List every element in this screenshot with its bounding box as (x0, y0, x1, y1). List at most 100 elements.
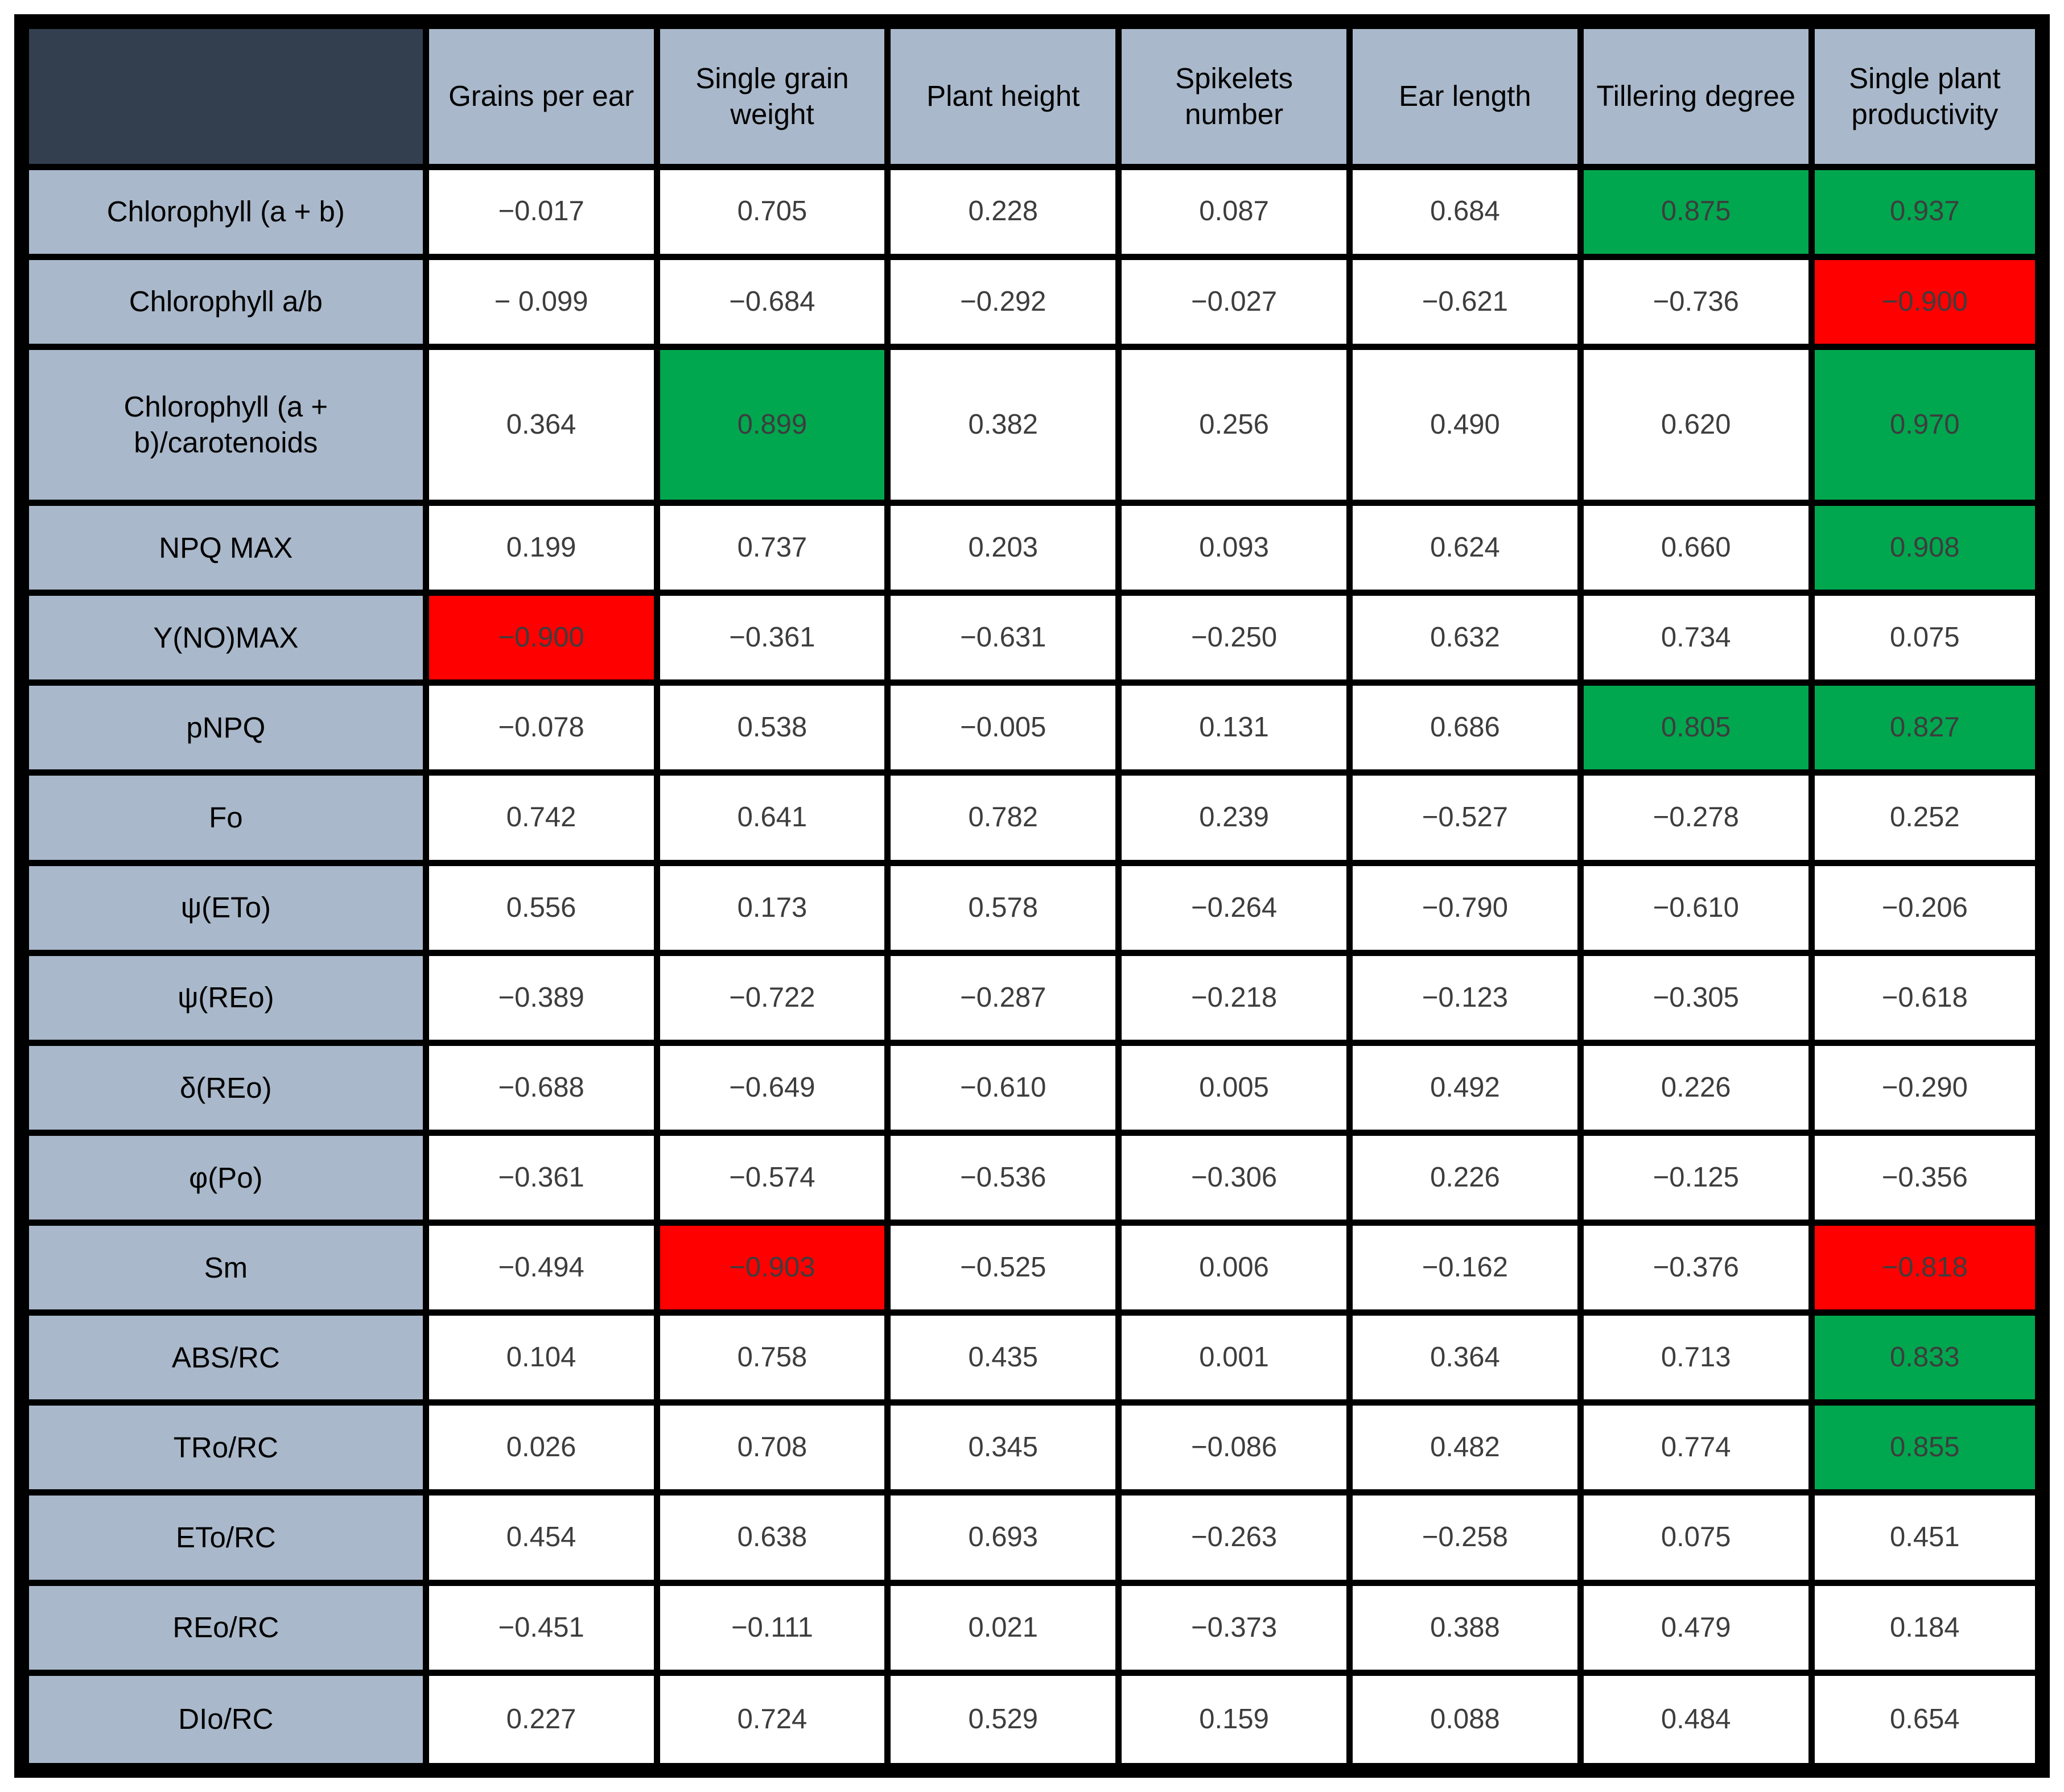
row-label: Chlorophyll (a + b)/carotenoids (18, 343, 429, 506)
column-header: Plant height (884, 18, 1122, 170)
correlation-cell: 0.782 (884, 769, 1122, 866)
correlation-cell: 0.742 (422, 769, 660, 866)
table-body: Chlorophyll (a + b) −0.017 0.705 0.228 0.087… (18, 163, 2046, 1774)
correlation-cell: 0.578 (884, 859, 1122, 956)
header-row: Grains per ear Single grain weight Plant h… (18, 18, 2046, 170)
correlation-cell: −0.078 (422, 679, 660, 776)
row-label: Y(NO)MAX (18, 590, 429, 686)
correlation-cell: 0.256 (1115, 343, 1353, 506)
correlation-cell: −0.536 (884, 1129, 1122, 1226)
correlation-cell: −0.162 (1346, 1220, 1584, 1316)
correlation-cell: 0.227 (422, 1669, 660, 1774)
correlation-cell: 0.345 (884, 1399, 1122, 1496)
correlation-cell: 0.620 (1577, 343, 1815, 506)
correlation-cell: 0.184 (1808, 1579, 2046, 1676)
table-row: REo/RC −0.451 −0.111 0.021 −0.373 0.388 0.479 0… (18, 1579, 2046, 1676)
correlation-cell: −0.123 (1346, 949, 1584, 1046)
column-header: Ear length (1346, 18, 1584, 170)
correlation-cell: 0.364 (422, 343, 660, 506)
correlation-cell: 0.827 (1808, 679, 2046, 776)
correlation-cell: −0.373 (1115, 1579, 1353, 1676)
correlation-cell: −0.287 (884, 949, 1122, 1046)
correlation-cell: 0.199 (422, 500, 660, 596)
correlation-cell: −0.900 (422, 590, 660, 686)
correlation-cell: 0.660 (1577, 500, 1815, 596)
table-row: Chlorophyll (a + b) −0.017 0.705 0.228 0.087… (18, 163, 2046, 260)
correlation-table: Grains per ear Single grain weight Plant h… (14, 14, 2050, 1778)
correlation-cell: 0.556 (422, 859, 660, 956)
correlation-cell: 0.479 (1577, 1579, 1815, 1676)
correlation-cell: −0.684 (653, 253, 891, 350)
correlation-cell: 0.708 (653, 1399, 891, 1496)
correlation-cell: 0.492 (1346, 1039, 1584, 1136)
correlation-cell: −0.361 (422, 1129, 660, 1226)
row-label: NPQ MAX (18, 500, 429, 596)
row-label: Fo (18, 769, 429, 866)
row-label: TRo/RC (18, 1399, 429, 1496)
correlation-cell: −0.722 (653, 949, 891, 1046)
correlation-cell: 0.239 (1115, 769, 1353, 866)
correlation-cell: −0.027 (1115, 253, 1353, 350)
correlation-cell: 0.088 (1346, 1669, 1584, 1774)
correlation-cell: −0.305 (1577, 949, 1815, 1046)
correlation-cell: 0.734 (1577, 590, 1815, 686)
row-label: ψ(ETo) (18, 859, 429, 956)
correlation-cell: −0.306 (1115, 1129, 1353, 1226)
correlation-cell: −0.688 (422, 1039, 660, 1136)
correlation-cell: 0.875 (1577, 163, 1815, 260)
correlation-cell: 0.435 (884, 1309, 1122, 1406)
table-row: pNPQ −0.078 0.538 −0.005 0.131 0.686 0.805 0.82… (18, 679, 2046, 776)
correlation-cell: 0.908 (1808, 500, 2046, 596)
correlation-cell: −0.290 (1808, 1039, 2046, 1136)
table-row: ψ(REo) −0.389 −0.722 −0.287 −0.218 −0.123 −0.3… (18, 949, 2046, 1046)
correlation-cell: 0.226 (1346, 1129, 1584, 1226)
correlation-cell: 0.624 (1346, 500, 1584, 596)
correlation-cell: 0.737 (653, 500, 891, 596)
correlation-cell: −0.086 (1115, 1399, 1353, 1496)
row-label: ETo/RC (18, 1489, 429, 1586)
correlation-cell: 0.203 (884, 500, 1122, 596)
correlation-cell: −0.017 (422, 163, 660, 260)
correlation-cell: 0.001 (1115, 1309, 1353, 1406)
correlation-cell: 0.724 (653, 1669, 891, 1774)
correlation-cell: 0.899 (653, 343, 891, 506)
correlation-cell: −0.631 (884, 590, 1122, 686)
table-row: φ(Po) −0.361 −0.574 −0.536 −0.306 0.226 −0.125… (18, 1129, 2046, 1226)
correlation-cell: −0.610 (884, 1039, 1122, 1136)
table-header: Grains per ear Single grain weight Plant h… (18, 18, 2046, 170)
correlation-cell: 0.937 (1808, 163, 2046, 260)
table-row: Y(NO)MAX −0.900 −0.361 −0.631 −0.250 0.632 0.7… (18, 590, 2046, 686)
correlation-cell: 0.490 (1346, 343, 1584, 506)
table-row: Chlorophyll (a + b)/carotenoids 0.364 0.89… (18, 343, 2046, 506)
table-row: Chlorophyll a/b − 0.099 −0.684 −0.292 −0.027… (18, 253, 2046, 350)
correlation-cell: 0.228 (884, 163, 1122, 260)
row-label: ABS/RC (18, 1309, 429, 1406)
correlation-cell: 0.159 (1115, 1669, 1353, 1774)
correlation-cell: 0.388 (1346, 1579, 1584, 1676)
correlation-cell: 0.382 (884, 343, 1122, 506)
correlation-cell: 0.805 (1577, 679, 1815, 776)
correlation-cell: 0.026 (422, 1399, 660, 1496)
correlation-cell: −0.610 (1577, 859, 1815, 956)
row-label: ψ(REo) (18, 949, 429, 1046)
correlation-cell: −0.264 (1115, 859, 1353, 956)
correlation-cell: −0.790 (1346, 859, 1584, 956)
correlation-cell: −0.278 (1577, 769, 1815, 866)
correlation-cell: 0.131 (1115, 679, 1353, 776)
correlation-cell: −0.389 (422, 949, 660, 1046)
correlation-cell: −0.900 (1808, 253, 2046, 350)
correlation-cell: 0.021 (884, 1579, 1122, 1676)
table-row: ETo/RC 0.454 0.638 0.693 −0.263 −0.258 0.075 0.… (18, 1489, 2046, 1586)
column-header: Single grain weight (653, 18, 891, 170)
correlation-cell: −0.736 (1577, 253, 1815, 350)
table-row: ψ(ETo) 0.556 0.173 0.578 −0.264 −0.790 −0.610−… (18, 859, 2046, 956)
correlation-cell: −0.356 (1808, 1129, 2046, 1226)
corner-cell (18, 18, 429, 170)
correlation-cell: 0.538 (653, 679, 891, 776)
correlation-cell: −0.574 (653, 1129, 891, 1226)
correlation-cell: 0.833 (1808, 1309, 2046, 1406)
correlation-cell: 0.226 (1577, 1039, 1815, 1136)
correlation-cell: −0.005 (884, 679, 1122, 776)
correlation-cell: − 0.099 (422, 253, 660, 350)
row-label: REo/RC (18, 1579, 429, 1676)
